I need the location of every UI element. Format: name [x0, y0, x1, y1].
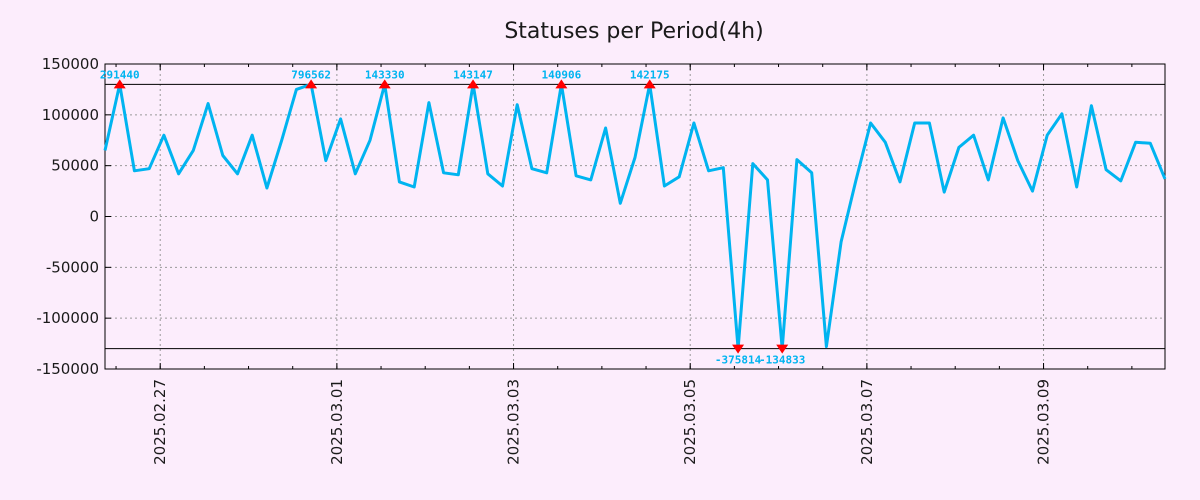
outlier-value-label: 143147 [453, 68, 493, 81]
up-triangle-marker [113, 79, 126, 89]
plot-frame [104, 63, 1166, 370]
up-triangle-marker [467, 79, 480, 89]
y-tick-label: 150000 [42, 55, 99, 73]
grid [105, 64, 1165, 369]
y-tick-label: 100000 [42, 106, 99, 124]
y-tick-label: -50000 [46, 258, 99, 276]
outlier-value-label: 143330 [365, 68, 405, 81]
y-tick-label: -150000 [36, 360, 99, 378]
outlier-value-label: -134833 [759, 354, 805, 367]
x-tick-label: 2025.02.27 [151, 379, 169, 465]
down-triangle-marker [776, 344, 789, 354]
y-tick-label: 50000 [51, 157, 99, 175]
y-tick-label: 0 [89, 208, 99, 226]
chart-title: Statuses per Period(4h) [504, 19, 763, 44]
outlier-markers: 291440 796562 143330 143147 140906 142175 -375… [100, 68, 806, 366]
x-tick-label: 2025.03.01 [328, 379, 346, 465]
outlier-value-label: 140906 [542, 68, 582, 81]
x-tick-label: 2025.03.05 [681, 379, 699, 465]
up-triangle-marker [378, 79, 391, 89]
x-tick-label: 2025.03.03 [505, 379, 523, 465]
axes: 150000 100000 50000 0 -50000 -100000 -150000 20… [36, 55, 1166, 465]
up-triangle-marker [305, 79, 318, 89]
outlier-value-label: 142175 [630, 68, 670, 81]
x-tick-label: 2025.03.07 [858, 379, 876, 465]
outlier-value-label: -375814 [715, 354, 762, 367]
x-tick-label: 2025.03.09 [1035, 379, 1053, 465]
down-triangle-marker [732, 344, 745, 354]
up-triangle-marker [555, 79, 568, 89]
y-tick-label: -100000 [36, 309, 99, 327]
up-triangle-marker [643, 79, 656, 89]
outlier-value-label: 291440 [100, 68, 140, 81]
outlier-value-label: 796562 [291, 68, 331, 81]
